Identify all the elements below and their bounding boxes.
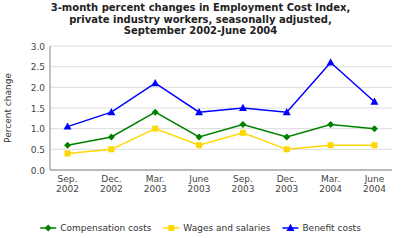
y-tick-label: 2.0 [31, 83, 46, 93]
data-point [151, 79, 159, 86]
legend-label: Wages and salaries [183, 223, 270, 233]
data-point [64, 122, 72, 129]
data-point [196, 133, 203, 140]
title: 3-month percent changes in Employment Co… [51, 2, 350, 36]
chart: 3-month percent changes in Employment Co… [0, 0, 401, 238]
data-point [284, 146, 290, 152]
data-point [327, 121, 334, 128]
data-point [152, 126, 158, 132]
x-tick-label: June2003 [188, 174, 211, 194]
legend: Compensation costs Wages and salaries Bene… [40, 223, 361, 233]
data-point [108, 146, 114, 152]
y-axis-line [50, 46, 51, 170]
x-tick-label: Sep.2003 [231, 174, 254, 194]
y-tick-label: 1.5 [31, 104, 45, 114]
y-tick-label: 3.0 [31, 42, 46, 52]
legend-marker [168, 225, 174, 231]
data-point [327, 58, 335, 65]
data-point [195, 108, 203, 115]
x-tick-label: Mar.2003 [144, 174, 167, 194]
grid-line [50, 87, 392, 88]
data-point [283, 108, 291, 115]
series-line [68, 63, 375, 127]
data-point [240, 130, 246, 136]
y-tick-label: 1.0 [31, 124, 46, 134]
data-point [370, 98, 378, 105]
data-point [108, 133, 115, 140]
x-axis: Sep.2002 Dec.2002 Mar.2003 June2003 Sep.2003… [56, 174, 386, 194]
y-tick-label: 0.0 [31, 166, 46, 176]
legend-item: Benefit costs [282, 223, 361, 233]
data-point [371, 125, 378, 132]
legend-item: Compensation costs [40, 223, 151, 233]
legend-label: Benefit costs [302, 223, 361, 233]
plot-area [64, 58, 379, 156]
data-point [196, 142, 202, 148]
grid-line [50, 128, 392, 129]
y-tick-label: 0.5 [31, 145, 45, 155]
x-tick-label: June2004 [363, 174, 386, 194]
data-point [371, 142, 377, 148]
data-point [152, 109, 159, 116]
grid-line [50, 46, 392, 47]
legend-item: Wages and salaries [163, 223, 270, 233]
x-tick-label: Mar.2004 [319, 174, 342, 194]
series-line [68, 112, 375, 145]
grid-line [50, 108, 392, 109]
data-point [107, 108, 115, 115]
data-point [239, 121, 246, 128]
data-point [283, 133, 290, 140]
y-axis: 0.0 0.5 1.0 1.5 2.0 2.5 3.0 [31, 42, 392, 176]
x-axis-line [50, 170, 392, 171]
data-point [65, 150, 71, 156]
x-tick-label: Dec.2002 [100, 174, 123, 194]
grid-line [50, 66, 392, 67]
data-point [328, 142, 334, 148]
x-tick-label: Dec.2003 [275, 174, 298, 194]
y-tick-label: 2.5 [31, 62, 45, 72]
series-line [68, 129, 375, 154]
legend-label: Compensation costs [60, 223, 151, 233]
legend-marker [45, 225, 52, 232]
grid-line [50, 170, 392, 171]
data-point [64, 142, 71, 149]
legend-marker [286, 224, 294, 231]
x-tick-label: Sep.2002 [56, 174, 79, 194]
y-axis-label: Percent change [3, 73, 13, 143]
data-point [239, 104, 247, 111]
